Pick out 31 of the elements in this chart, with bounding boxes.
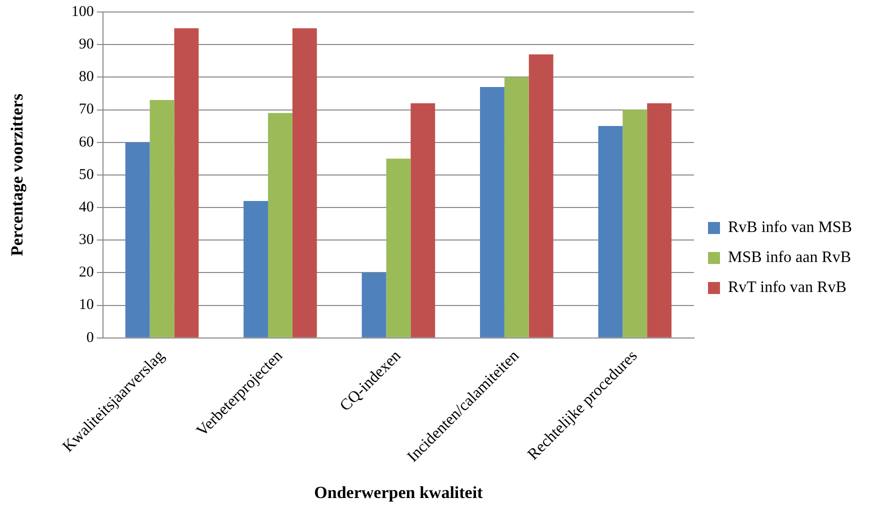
bar bbox=[268, 113, 292, 338]
bar bbox=[504, 77, 529, 338]
bar bbox=[292, 28, 317, 338]
y-tick-label: 50 bbox=[78, 166, 94, 183]
bar bbox=[528, 54, 554, 338]
y-tick-label: 0 bbox=[86, 330, 94, 346]
bar bbox=[598, 126, 623, 338]
y-tick-label: 10 bbox=[78, 297, 94, 314]
y-tick-label: 60 bbox=[78, 134, 94, 150]
bar bbox=[410, 103, 436, 338]
bar bbox=[362, 272, 386, 338]
bar bbox=[174, 28, 199, 338]
bar bbox=[647, 103, 672, 338]
y-tick-label: 70 bbox=[78, 102, 94, 118]
bar bbox=[244, 200, 268, 338]
bar bbox=[386, 158, 411, 338]
legend-label: MSB info aan RvB bbox=[728, 249, 852, 266]
bar bbox=[150, 100, 174, 338]
y-axis-title: Percentage voorzitters bbox=[8, 93, 27, 256]
x-axis-title: Onderwerpen kwaliteit bbox=[314, 483, 484, 502]
y-tick-label: 40 bbox=[78, 199, 94, 216]
y-tick-label: 100 bbox=[71, 4, 94, 20]
y-tick-label: 90 bbox=[78, 36, 94, 53]
bar bbox=[125, 142, 150, 338]
bar bbox=[480, 86, 504, 338]
legend-label: RvB info van MSB bbox=[728, 219, 852, 236]
y-tick-label: 20 bbox=[78, 264, 94, 281]
legend-label: RvT info van RvB bbox=[728, 279, 846, 296]
y-tick-label: 30 bbox=[78, 232, 94, 248]
bar bbox=[622, 110, 648, 338]
y-tick-label: 80 bbox=[78, 69, 94, 86]
